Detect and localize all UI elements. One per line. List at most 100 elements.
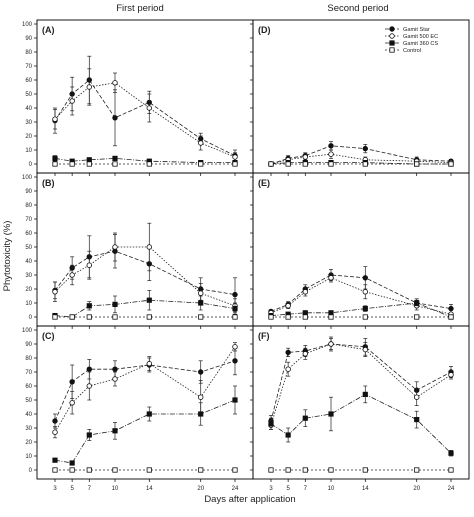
data-point xyxy=(448,372,454,378)
panel-f: 3 5 7 10 14 20 24 (F) xyxy=(250,325,470,492)
data-point xyxy=(328,467,334,473)
data-point xyxy=(448,305,454,312)
y-tick-label: 30 xyxy=(25,273,32,279)
data-point xyxy=(414,300,420,306)
column-title-first: First period xyxy=(116,3,164,14)
data-point xyxy=(86,161,92,167)
series-control xyxy=(268,161,454,167)
data-point xyxy=(112,80,118,86)
data-point xyxy=(112,301,118,308)
y-tick-label: 20 xyxy=(25,440,32,446)
series-gamit-500-ec xyxy=(268,273,454,317)
legend-label-gamit-star: Gamit Star xyxy=(403,27,430,33)
panel-label: (C) xyxy=(42,331,55,341)
y-tick-label: 100 xyxy=(22,328,33,334)
data-point xyxy=(414,161,420,167)
series-control xyxy=(268,314,454,320)
data-point xyxy=(302,415,308,421)
panel-label: (F) xyxy=(258,331,270,341)
series-gamit-360-cs xyxy=(268,159,454,167)
data-point xyxy=(414,394,420,400)
data-point xyxy=(69,161,75,167)
data-point xyxy=(232,161,238,167)
x-tick-label: 3 xyxy=(269,486,273,492)
data-point xyxy=(268,161,274,167)
data-point xyxy=(146,297,152,303)
series-control xyxy=(268,467,454,473)
data-point xyxy=(146,161,152,167)
data-point xyxy=(448,450,454,456)
data-point xyxy=(146,244,152,250)
y-tick-label: 10 xyxy=(25,454,32,460)
series-gamit-star xyxy=(268,336,454,427)
y-tick-label: 20 xyxy=(25,287,32,293)
data-point xyxy=(448,161,454,167)
y-tick-label: 30 xyxy=(25,426,32,432)
data-point xyxy=(268,314,274,320)
x-tick-label: 24 xyxy=(448,486,455,492)
panel-label: (D) xyxy=(258,25,271,35)
data-point xyxy=(414,314,420,320)
data-point xyxy=(198,161,204,167)
y-tick-label: 40 xyxy=(25,259,32,265)
data-point xyxy=(302,314,308,320)
y-tick-label: 80 xyxy=(25,356,32,362)
panel-label: (A) xyxy=(42,25,55,35)
data-point xyxy=(86,84,92,90)
data-point xyxy=(86,262,92,268)
data-point xyxy=(448,314,454,320)
data-point xyxy=(362,391,368,398)
series-gamit-360-cs xyxy=(52,290,238,320)
data-point xyxy=(328,143,334,149)
y-tick-label: 50 xyxy=(25,245,32,251)
x-tick-label: 20 xyxy=(197,486,204,492)
data-point xyxy=(362,161,368,167)
data-point xyxy=(112,366,118,372)
series-gamit-star xyxy=(52,346,238,429)
x-tick-label: 5 xyxy=(286,486,290,492)
data-point xyxy=(328,411,334,417)
data-point xyxy=(112,161,118,167)
y-tick-label: 50 xyxy=(25,92,32,98)
data-point xyxy=(146,314,152,320)
series-gamit-500-ec xyxy=(52,222,238,314)
series-line xyxy=(54,157,235,164)
y-tick-label: 100 xyxy=(22,175,33,181)
data-point xyxy=(52,155,58,161)
data-point xyxy=(302,310,308,316)
data-point xyxy=(302,467,308,473)
data-point xyxy=(232,397,238,403)
y-tick-label: 10 xyxy=(25,301,32,307)
data-point xyxy=(146,360,152,367)
data-point xyxy=(69,272,75,278)
data-point xyxy=(198,314,204,320)
y-tick-label: 70 xyxy=(25,217,32,223)
data-point xyxy=(328,341,334,347)
series-line xyxy=(54,346,236,433)
data-point xyxy=(328,161,334,167)
y-tick-label: 60 xyxy=(25,384,32,390)
data-point xyxy=(52,467,58,473)
series-gamit-360-cs xyxy=(52,155,238,166)
data-point xyxy=(268,421,274,427)
x-tick-label: 14 xyxy=(362,486,369,492)
series-gamit-star xyxy=(52,55,238,162)
data-point xyxy=(198,394,204,400)
data-point xyxy=(86,366,92,372)
data-point xyxy=(86,314,92,320)
data-point xyxy=(52,289,58,295)
y-tick-label: 100 xyxy=(22,22,33,28)
y-tick-label: 30 xyxy=(25,120,32,126)
legend-label-control: Control xyxy=(403,48,421,54)
data-point xyxy=(232,291,238,298)
series-line xyxy=(54,246,236,307)
data-point xyxy=(285,303,291,309)
data-point xyxy=(328,310,334,316)
data-point xyxy=(268,467,274,473)
series-control xyxy=(52,314,238,320)
data-point xyxy=(69,460,75,466)
series-line xyxy=(270,302,452,318)
